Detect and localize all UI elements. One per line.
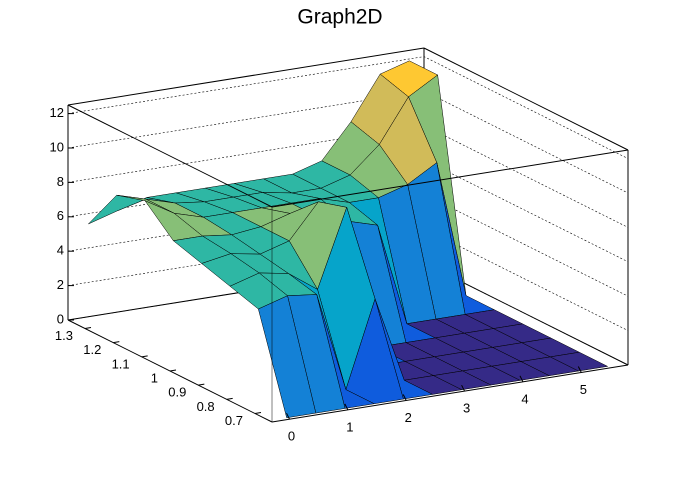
- y-tick-label: 1.2: [83, 342, 101, 357]
- z-tick-label: 10: [50, 139, 64, 154]
- x-axis: [271, 364, 629, 423]
- x-tick: [461, 384, 466, 392]
- box-edge: [67, 47, 425, 106]
- surface-cell: [258, 295, 317, 419]
- z-tick-label: 6: [57, 208, 64, 223]
- y-tick: [113, 341, 120, 344]
- y-tick: [254, 412, 262, 414]
- x-tick-label: 1: [346, 419, 353, 434]
- y-tick: [198, 383, 205, 386]
- box-edge: [423, 47, 629, 151]
- x-tick-label: 4: [521, 391, 528, 406]
- x-tick: [577, 366, 582, 373]
- y-tick: [169, 369, 177, 372]
- y-tick: [141, 355, 148, 358]
- z-tick-label: 8: [57, 174, 64, 189]
- x-tick-label: 3: [463, 401, 470, 416]
- y-tick-label: 1.1: [112, 356, 130, 371]
- z-tick-label: 4: [57, 243, 64, 258]
- x-tick: [344, 403, 349, 411]
- grid-line: [67, 56, 629, 159]
- z-tick-label: 2: [57, 277, 64, 292]
- y-tick-label: 0.8: [197, 399, 215, 414]
- x-tick: [402, 394, 407, 401]
- y-tick: [84, 327, 92, 329]
- z-tick-label: 12: [50, 105, 64, 120]
- box-edge: [271, 149, 629, 208]
- y-tick-label: 1.3: [55, 328, 73, 343]
- y-tick: [226, 397, 233, 400]
- x-tick: [519, 375, 524, 383]
- x-tick: [286, 412, 290, 420]
- x-tick-label: 0: [288, 429, 295, 444]
- y-tick-label: 1: [151, 370, 158, 385]
- x-tick-label: 2: [405, 410, 412, 425]
- chart-title: Graph2D: [297, 6, 382, 29]
- x-tick-label: 5: [580, 382, 587, 397]
- y-tick-label: 0.9: [168, 385, 186, 400]
- z-tick-label: 0: [57, 311, 64, 326]
- box-edge: [67, 104, 273, 208]
- y-tick-label: 0.7: [225, 413, 243, 428]
